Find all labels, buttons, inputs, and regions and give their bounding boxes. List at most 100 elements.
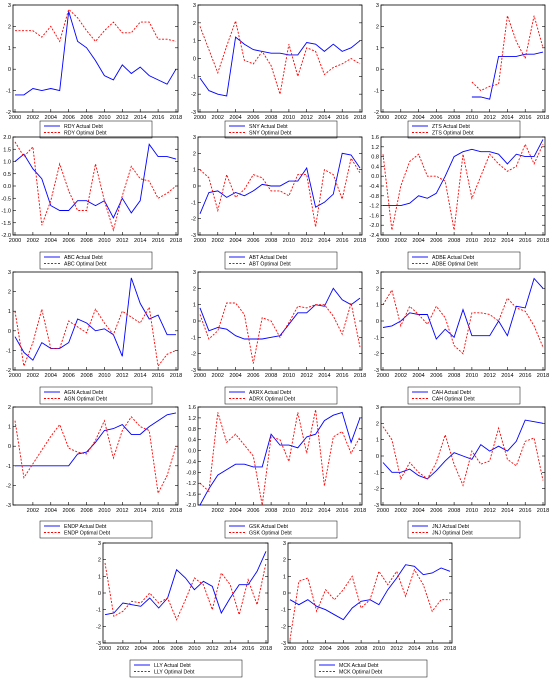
y-tick-label: 0.4 xyxy=(188,438,196,444)
x-tick-label: 2000 xyxy=(194,238,206,244)
x-tick-label: 2002 xyxy=(302,646,314,652)
y-tick-label: 0 xyxy=(8,67,11,73)
legend-label: ADBE Actual Debt xyxy=(432,255,475,261)
y-tick-label: 2 xyxy=(8,290,11,296)
series-line xyxy=(382,426,544,487)
x-tick-label: 2004 xyxy=(45,115,57,121)
y-tick-label: 1 xyxy=(376,46,379,52)
x-tick-label: 2012 xyxy=(483,508,495,514)
x-tick-label: 2000 xyxy=(377,238,389,244)
chart-panel: -2 -1 0 1 2 3 2000 2002 2004 2006 2008 2010 2012 2014… xyxy=(6,3,182,139)
chart-panel: -3 -2 -1 0 1 2 3 2000 2002 2004 2006 2008 2010 2012 20… xyxy=(191,135,366,270)
y-tick-label: -3 xyxy=(191,368,196,374)
x-tick-label: 2002 xyxy=(212,238,224,244)
y-tick-label: -1 xyxy=(374,470,379,476)
y-tick-label: -2 xyxy=(191,92,196,98)
y-tick-label: -1 xyxy=(6,464,11,470)
x-tick-label: 2008 xyxy=(265,508,277,514)
legend-label: RDY Optimal Debt xyxy=(64,131,107,137)
y-tick-label: 1 xyxy=(283,574,286,580)
y-tick-label: -1 xyxy=(6,89,11,95)
series-line xyxy=(14,141,177,232)
x-tick-label: 2006 xyxy=(62,115,74,121)
series-line xyxy=(14,416,177,495)
y-tick-label: 3 xyxy=(98,541,101,547)
y-tick-label: 3 xyxy=(8,3,11,9)
legend-label: MCK Actual Debt xyxy=(339,663,379,669)
x-tick-label: 2016 xyxy=(336,115,348,121)
series-line xyxy=(199,409,361,506)
y-tick-label: -0.8 xyxy=(186,470,196,476)
legend-box xyxy=(39,520,153,539)
y-tick-label: 1 xyxy=(98,574,101,580)
x-tick-label: 2004 xyxy=(319,646,331,652)
x-tick-label: 2014 xyxy=(501,238,513,244)
y-tick-label: -2 xyxy=(6,368,11,374)
y-tick-label: 0.8 xyxy=(188,427,196,433)
legend-label: LLY Actual Debt xyxy=(154,663,191,669)
plot-frame xyxy=(287,542,453,644)
legend-label: ABT Optimal Debt xyxy=(249,262,291,268)
y-tick-label: 0 xyxy=(283,591,286,597)
legend-label: MCK Optimal Debt xyxy=(339,670,383,676)
x-tick-label: 2004 xyxy=(412,238,424,244)
y-tick-label: 2 xyxy=(8,405,11,411)
x-tick-label: 2008 xyxy=(265,373,277,379)
x-tick-label: 2002 xyxy=(395,115,407,121)
y-tick-label: -1.0 xyxy=(1,209,11,215)
y-tick-label: -1.5 xyxy=(1,221,11,227)
y-tick-label: -2 xyxy=(6,110,11,116)
chart-panel: -3 -2 -1 0 1 2 3 2000 2002 2004 2006 2008 2010 2012 20… xyxy=(374,270,549,405)
x-tick-label: 2002 xyxy=(212,373,224,379)
x-tick-label: 2006 xyxy=(430,508,442,514)
x-tick-label: 2004 xyxy=(229,508,241,514)
x-tick-label: 2014 xyxy=(501,373,513,379)
x-tick-label: 2012 xyxy=(116,115,128,121)
y-tick-label: 0 xyxy=(376,67,379,73)
legend-label: SNY Optimal Debt xyxy=(249,131,292,137)
x-tick-label: 2018 xyxy=(537,508,549,514)
y-tick-label: -0.4 xyxy=(369,184,379,190)
x-tick-label: 2018 xyxy=(354,508,366,514)
legend-box xyxy=(314,659,428,678)
series-line xyxy=(199,36,361,97)
x-tick-label: 2014 xyxy=(318,238,330,244)
legend-box xyxy=(407,120,521,139)
legend-label: SNY Actual Debt xyxy=(249,124,288,130)
x-tick-label: 2002 xyxy=(27,115,39,121)
series-line xyxy=(382,288,544,355)
y-tick-label: 1 xyxy=(8,46,11,52)
x-tick-label: 2016 xyxy=(519,373,531,379)
x-tick-label: 2004 xyxy=(412,508,424,514)
x-tick-label: 2002 xyxy=(117,646,129,652)
plot-frame xyxy=(102,542,269,644)
x-tick-label: 2010 xyxy=(98,508,110,514)
x-tick-label: 2014 xyxy=(318,508,330,514)
y-tick-label: 3 xyxy=(193,3,196,9)
y-tick-label: 2 xyxy=(283,558,286,564)
chart-panel: -2.4 -2.0 -1.6 -1.2 -0.8 -0.4 0.0 0.4 0.8 1.2 1.6 2… xyxy=(369,135,549,270)
x-tick-label: 2018 xyxy=(537,373,549,379)
legend-label: AKRX Actual Debt xyxy=(249,390,292,396)
legend-label: ENDP Actual Debt xyxy=(64,524,107,530)
y-tick-label: 2 xyxy=(193,286,196,292)
x-tick-label: 2014 xyxy=(408,646,420,652)
series-line xyxy=(199,302,361,364)
x-tick-label: 2008 xyxy=(265,238,277,244)
x-tick-label: 2018 xyxy=(260,646,272,652)
y-tick-label: -0.8 xyxy=(369,194,379,200)
y-tick-label: 0.0 xyxy=(188,449,196,455)
y-tick-label: -2 xyxy=(6,483,11,489)
y-tick-label: 0.4 xyxy=(371,164,379,170)
legend-label: ABC Optimal Debt xyxy=(64,262,107,268)
legend-label: GSK Actual Debt xyxy=(249,524,288,530)
x-tick-label: 2008 xyxy=(80,115,92,121)
series-line xyxy=(471,51,544,100)
x-tick-label: 2010 xyxy=(373,646,385,652)
x-tick-label: 2012 xyxy=(483,115,495,121)
y-tick-label: -3 xyxy=(281,641,286,647)
